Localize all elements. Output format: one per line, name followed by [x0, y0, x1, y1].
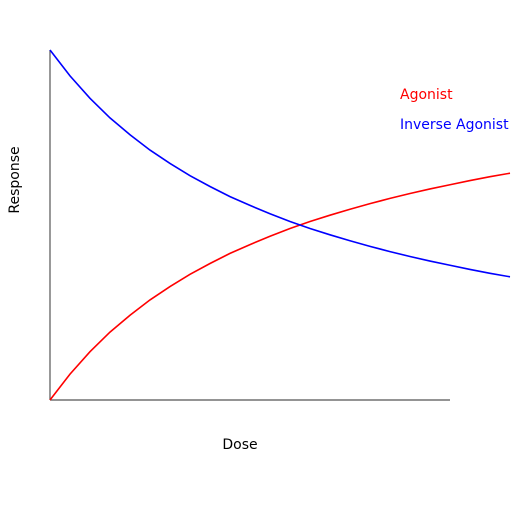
line-series	[49, 172, 511, 401]
x-axis-label: Dose	[222, 437, 257, 453]
legend-label: Agonist	[400, 87, 453, 103]
y-axis-label: Response	[7, 146, 23, 213]
line-series	[49, 49, 511, 278]
legend-label: Inverse Agonist	[400, 117, 509, 133]
